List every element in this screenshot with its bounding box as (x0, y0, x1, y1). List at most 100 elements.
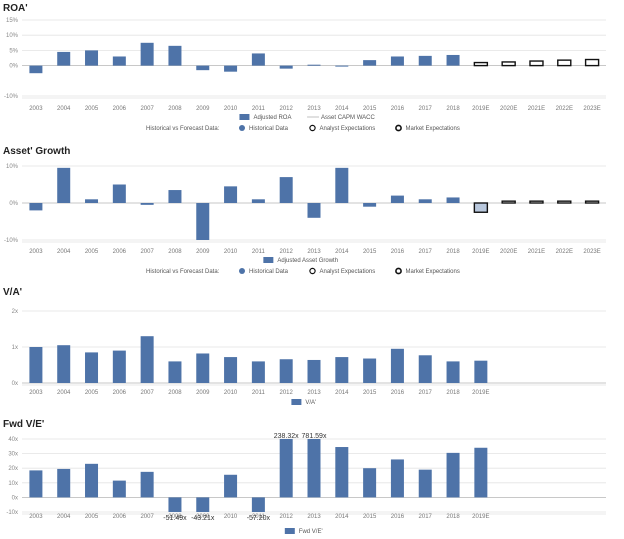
bar-2004 (57, 468, 71, 498)
bar-2009 (196, 353, 210, 383)
bar-2010 (224, 474, 238, 498)
x-tick-label: 2013 (307, 249, 321, 255)
bar-2012 (279, 177, 293, 203)
legend-label: Asset CAPM WACC (321, 115, 375, 121)
legend-swatch (263, 257, 274, 263)
x-tick-label: 2011 (252, 249, 266, 255)
x-tick-label: 2021E (528, 106, 545, 112)
bar-2018 (446, 54, 460, 66)
data-label: 781.59x (302, 433, 327, 440)
bar-2003 (29, 203, 43, 211)
bar-2018 (446, 452, 460, 498)
x-tick-label: 2015 (363, 390, 377, 396)
x-tick-label: 2018 (446, 514, 460, 520)
x-tick-label: 2011 (252, 514, 266, 520)
bar-2022E (557, 200, 572, 204)
roa-chart-title: ROA' (3, 3, 28, 14)
roa-chart: 15% 10% 5% 0% -10% 2003 2004 2005 2006 2007 2008 20… (4, 18, 606, 132)
historical-data-marker (239, 268, 245, 274)
bar-2005 (85, 463, 99, 498)
x-tick-label: 2015 (363, 106, 377, 112)
bar-2014 (335, 357, 349, 383)
bar-2004 (57, 51, 71, 66)
forecast-legend-label: Market Expectations (406, 126, 460, 132)
bar-2013 (307, 359, 321, 383)
bar-2017 (418, 199, 432, 203)
bar-2008 (168, 361, 182, 383)
bar-2003 (29, 347, 43, 383)
x-tick-label: 2005 (85, 390, 99, 396)
bar-2008 (168, 190, 182, 203)
x-tick-label: 2006 (113, 514, 127, 520)
bar-2010 (224, 65, 238, 72)
historical-data-marker (239, 125, 245, 131)
x-tick-label: 2019E (472, 249, 489, 255)
x-tick-label: 2010 (224, 249, 238, 255)
bar-2012 (279, 359, 293, 383)
x-tick-label: 2017 (419, 106, 433, 112)
bar-2004 (57, 345, 71, 383)
x-tick-label: 2005 (85, 106, 99, 112)
fwd-ve-chart-title: Fwd V/E' (3, 419, 45, 430)
x-tick-label: 2008 (168, 514, 182, 520)
bar-2015 (363, 468, 377, 498)
x-tick-label: 2009 (196, 249, 210, 255)
bar-2022E (557, 59, 572, 67)
x-tick-label: 2017 (419, 514, 433, 520)
y-tick-label: 0% (9, 64, 18, 70)
bar-2016 (390, 348, 404, 383)
y-tick-label: 2x (12, 309, 18, 315)
bar-2013 (307, 203, 321, 218)
analyst-expectations-marker (309, 267, 316, 275)
legend-label: Adjusted Asset Growth (277, 258, 338, 264)
x-tick-label: 2009 (196, 514, 210, 520)
forecast-legend-prefix: Historical vs Forecast Data: (146, 269, 220, 275)
bar-2016 (390, 195, 404, 203)
bar-2003 (29, 65, 43, 74)
data-label: 238.32x (274, 433, 299, 440)
bar-2019E (474, 360, 488, 383)
bar-2017 (418, 55, 432, 66)
x-tick-label: 2006 (113, 249, 127, 255)
forecast-legend-label: Historical Data (249, 126, 289, 132)
bar-2012 (279, 65, 293, 69)
x-tick-label: 2016 (391, 249, 405, 255)
bar-2019E (473, 61, 489, 67)
x-tick-label: 2013 (307, 390, 321, 396)
market-expectations-marker (395, 267, 402, 275)
fwd-ve-chart: 40x 30x 20x 10x 0x -10x 2003 2004 2005 2006 2007 20… (6, 433, 606, 535)
x-tick-label: 2011 (252, 390, 266, 396)
bar-2005 (85, 50, 99, 66)
y-tick-label: 10% (6, 164, 19, 170)
bar-2003 (29, 470, 43, 498)
x-tick-label: 2014 (335, 106, 349, 112)
forecast-legend-label: Analyst Expectations (320, 126, 376, 132)
x-tick-label: 2006 (113, 390, 127, 396)
legend-label: Adjusted ROA (253, 115, 291, 121)
x-tick-label: 2004 (57, 514, 71, 520)
x-tick-label: 2007 (140, 390, 154, 396)
bar-2019E (474, 447, 488, 498)
x-tick-label: 2007 (140, 249, 154, 255)
forecast-legend-prefix: Historical vs Forecast Data: (146, 126, 220, 132)
bar-2009 (196, 65, 210, 71)
x-tick-label: 2008 (168, 106, 182, 112)
bar-2012 (279, 439, 293, 498)
forecast-legend-label: Analyst Expectations (320, 269, 376, 275)
bar-2006 (112, 350, 126, 383)
y-tick-label: 40x (8, 437, 18, 443)
bar-2007 (140, 203, 154, 205)
x-tick-label: 2010 (224, 390, 238, 396)
bar-2020E (501, 200, 516, 204)
legend-label: V/A' (305, 400, 316, 406)
x-tick-label: 2010 (224, 514, 238, 520)
forecast-legend-label: Market Expectations (406, 269, 460, 275)
bar-2021E (529, 200, 544, 204)
x-tick-label: 2003 (29, 106, 43, 112)
x-tick-label: 2019E (472, 106, 489, 112)
x-tick-label: 2016 (391, 390, 405, 396)
x-tick-label: 2013 (307, 106, 321, 112)
bar-2014 (335, 167, 349, 203)
x-tick-label: 2017 (419, 390, 433, 396)
